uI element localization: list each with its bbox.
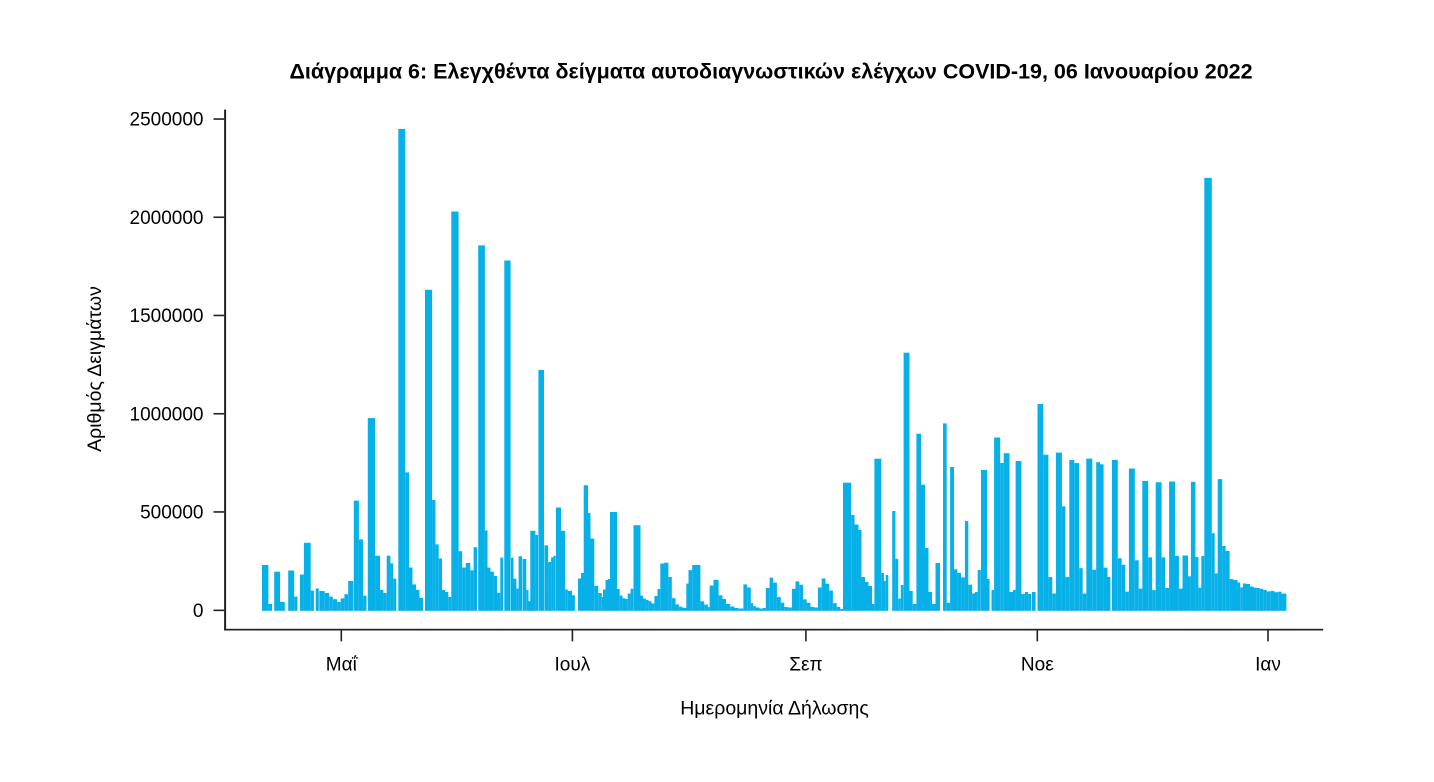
svg-text:Μαΐ: Μαΐ <box>326 654 359 675</box>
svg-text:Διάγραμμα 6: Ελεγχθέντα δείγμα: Διάγραμμα 6: Ελεγχθέντα δείγματα αυτοδια… <box>289 60 1252 84</box>
svg-text:Ημερομηνία Δήλωσης: Ημερομηνία Δήλωσης <box>680 697 869 719</box>
svg-text:1000000: 1000000 <box>130 404 204 425</box>
svg-text:Αριθμός Δειγμάτων: Αριθμός Δειγμάτων <box>84 286 106 452</box>
svg-text:1500000: 1500000 <box>130 306 204 327</box>
svg-text:Ιαν: Ιαν <box>1255 654 1281 675</box>
svg-text:Νοε: Νοε <box>1021 654 1054 675</box>
svg-text:2500000: 2500000 <box>130 110 204 131</box>
svg-text:2000000: 2000000 <box>130 208 204 229</box>
svg-text:0: 0 <box>193 601 204 622</box>
svg-text:Ιουλ: Ιουλ <box>555 654 591 675</box>
svg-text:500000: 500000 <box>140 503 203 524</box>
svg-text:Σεπ: Σεπ <box>789 654 822 675</box>
